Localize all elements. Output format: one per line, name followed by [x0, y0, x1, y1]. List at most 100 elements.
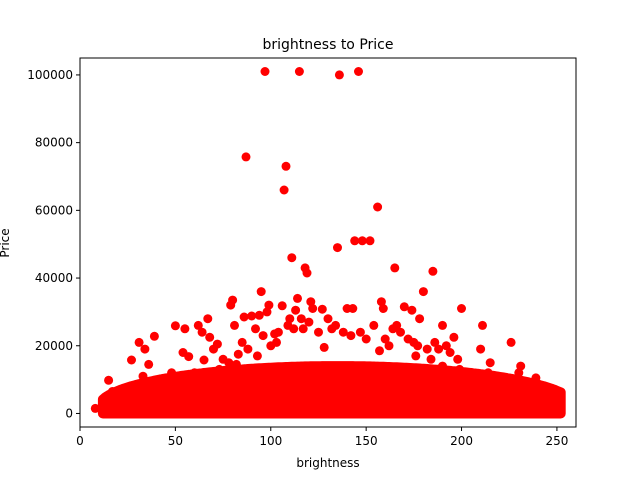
- data-point: [132, 400, 142, 410]
- data-point: [258, 331, 268, 341]
- data-point: [128, 382, 138, 392]
- data-point: [346, 331, 356, 341]
- data-point: [241, 152, 251, 162]
- data-point: [550, 407, 560, 417]
- data-point: [296, 314, 306, 324]
- data-point: [180, 324, 190, 334]
- data-point: [113, 405, 123, 415]
- data-point: [476, 344, 486, 354]
- data-point: [306, 297, 316, 307]
- data-point: [260, 67, 270, 76]
- data-point: [407, 305, 417, 315]
- data-point: [323, 314, 333, 324]
- data-point: [90, 403, 100, 413]
- data-point: [525, 400, 535, 410]
- data-point: [445, 348, 455, 357]
- data-point: [455, 364, 465, 374]
- data-point: [453, 354, 463, 364]
- y-tick-label: 60000: [35, 203, 73, 217]
- data-point: [317, 304, 327, 314]
- data-point: [239, 312, 249, 322]
- data-point: [396, 327, 405, 337]
- data-point: [106, 407, 115, 417]
- data-point: [516, 361, 526, 371]
- data-point: [438, 361, 447, 371]
- data-point: [184, 352, 194, 362]
- data-point: [384, 341, 394, 351]
- data-point: [170, 321, 180, 331]
- data-point: [233, 349, 243, 359]
- data-point: [500, 387, 510, 396]
- x-tick-label: 250: [545, 434, 568, 448]
- data-point: [430, 337, 440, 347]
- data-point: [506, 337, 516, 347]
- data-point: [264, 300, 274, 310]
- data-points: [90, 67, 560, 417]
- data-point: [272, 337, 281, 347]
- data-point: [334, 70, 344, 80]
- data-point: [355, 327, 365, 337]
- data-point: [144, 359, 154, 369]
- data-point: [277, 301, 287, 311]
- data-point: [285, 314, 295, 324]
- data-point: [176, 376, 186, 386]
- x-tick-label: 200: [450, 434, 473, 448]
- data-point: [287, 253, 297, 263]
- data-point: [237, 337, 247, 347]
- data-point: [243, 344, 253, 354]
- data-point: [529, 385, 539, 395]
- data-point: [140, 344, 150, 354]
- data-point: [357, 236, 367, 246]
- data-point: [251, 324, 260, 334]
- data-point: [293, 293, 302, 303]
- data-point: [212, 339, 222, 349]
- data-point: [224, 358, 234, 368]
- data-point: [466, 375, 476, 385]
- data-point: [228, 295, 238, 305]
- data-point: [134, 337, 144, 347]
- data-point: [428, 266, 438, 276]
- data-point: [457, 304, 466, 313]
- x-tick-label: 50: [168, 434, 183, 448]
- data-point: [159, 380, 169, 390]
- data-point: [195, 370, 205, 379]
- data-point: [441, 341, 451, 351]
- data-point: [167, 368, 177, 378]
- data-point: [392, 320, 402, 330]
- data-point: [109, 398, 119, 408]
- data-point: [422, 344, 432, 354]
- chart-title: brightness to Price: [263, 37, 394, 53]
- data-point: [542, 397, 552, 407]
- data-point: [399, 302, 409, 312]
- data-point: [294, 67, 304, 76]
- x-tick-label: 0: [76, 434, 84, 448]
- data-point: [314, 327, 323, 337]
- data-point: [193, 320, 203, 330]
- data-point: [350, 236, 360, 246]
- plot-frame: [79, 57, 577, 428]
- data-point: [186, 375, 196, 385]
- data-point: [308, 304, 318, 313]
- data-point: [199, 355, 209, 365]
- y-tick-label: 20000: [35, 339, 73, 353]
- data-point: [161, 398, 171, 408]
- data-point: [354, 67, 363, 76]
- data-point: [333, 243, 342, 253]
- data-point: [127, 355, 136, 365]
- data-point: [434, 344, 444, 354]
- x-tick-label: 150: [355, 434, 378, 448]
- data-point: [256, 287, 266, 297]
- data-point: [365, 236, 375, 246]
- data-point: [214, 364, 224, 374]
- y-axis-ticks: 0 20000 40000 60000 80000 100000: [27, 68, 80, 420]
- data-point: [531, 373, 541, 383]
- data-point: [148, 397, 157, 407]
- data-point: [510, 378, 520, 388]
- data-point: [338, 327, 348, 337]
- data-point: [413, 341, 423, 351]
- data-point: [478, 320, 487, 330]
- data-point: [369, 320, 379, 330]
- y-axis-label: Price: [0, 228, 12, 257]
- data-point: [375, 346, 384, 356]
- x-axis-label: brightness: [296, 456, 359, 470]
